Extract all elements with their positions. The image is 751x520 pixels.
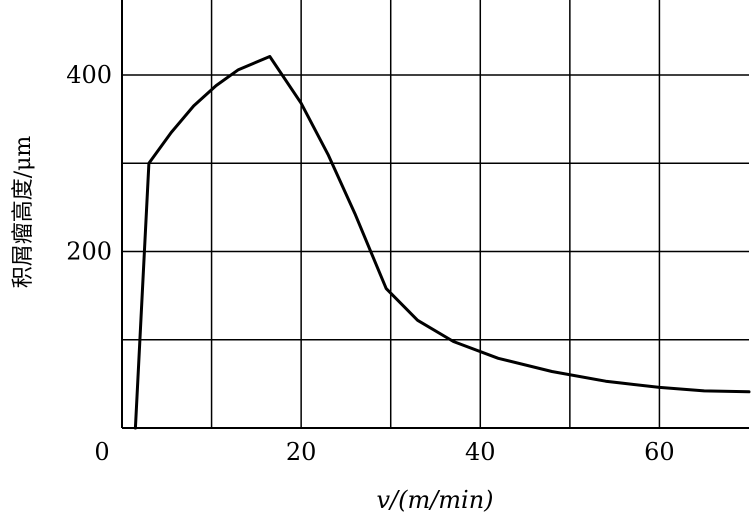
series-line-0 <box>133 55 751 430</box>
x-tick-label: 60 <box>644 438 675 466</box>
x-tick-label: 40 <box>465 438 496 466</box>
grid <box>122 0 749 428</box>
x-tick-label: 20 <box>286 438 317 466</box>
y-tick-labels: 200 400 <box>66 61 112 265</box>
plot-frame <box>121 0 749 429</box>
x-tick-label: 0 <box>94 438 109 466</box>
series-layer <box>133 55 751 430</box>
y-tick-label: 400 <box>66 61 112 89</box>
y-axis-label: 积屑瘤高度/μm <box>11 136 36 289</box>
x-axis-label: v/(m/min) <box>376 486 493 514</box>
y-tick-label: 200 <box>66 238 112 266</box>
x-tick-labels: 0 20 40 60 <box>94 438 674 466</box>
